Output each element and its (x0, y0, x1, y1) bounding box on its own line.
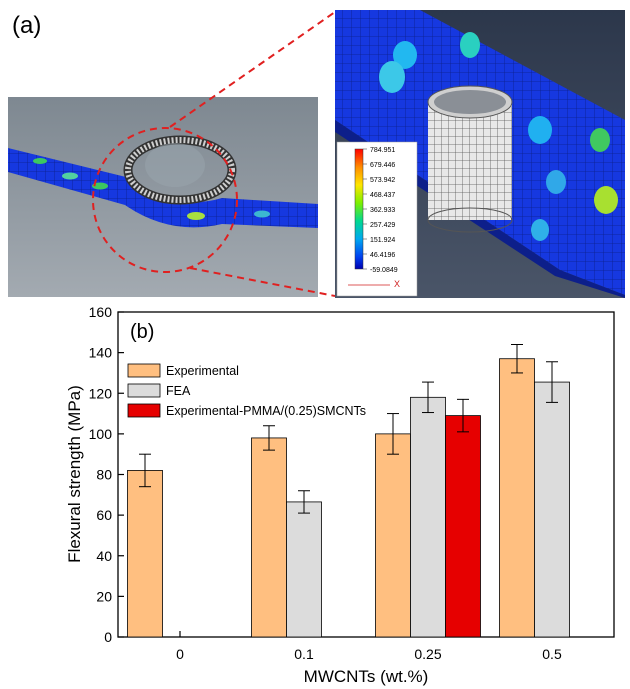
x-tick-label: 0.25 (414, 646, 441, 662)
legend-entry: Experimental (127, 363, 239, 378)
y-tick-label: 20 (96, 588, 112, 604)
colorbar-tick-label: -59.0849 (370, 267, 398, 274)
stress-hole (460, 32, 480, 58)
y-tick-label: 160 (89, 304, 113, 320)
legend-entry: Experimental-PMMA/(0.25)SMCNTs (127, 403, 366, 418)
bar (127, 470, 163, 638)
ring-structure (123, 135, 237, 205)
y-tick-label: 40 (96, 548, 112, 564)
stress-hole (528, 116, 552, 144)
colorbar-tick-label: 573.942 (370, 177, 395, 184)
x-tick-label: 0.1 (294, 646, 314, 662)
x-axis-label: MWCNTs (wt.%) (304, 667, 429, 686)
y-tick-label: 60 (96, 507, 112, 523)
error-bar (387, 413, 399, 455)
bar (499, 358, 535, 638)
legend-entry: FEA (127, 383, 191, 398)
bar (534, 381, 570, 638)
error-bar (457, 398, 469, 433)
legend-swatch (127, 383, 161, 398)
legend-label: Experimental-PMMA/(0.25)SMCNTs (166, 404, 366, 418)
panel-a-label: (a) (12, 12, 42, 39)
zoom-circle (92, 127, 238, 273)
stress-hole (531, 219, 549, 241)
y-tick-label: 80 (96, 467, 112, 483)
y-tick-label: 0 (104, 629, 112, 645)
stress-hole (379, 61, 405, 93)
legend-swatch (127, 363, 161, 378)
zoom-line-top (169, 11, 336, 128)
legend-label: FEA (166, 384, 191, 398)
error-bar (139, 453, 151, 488)
error-bar (511, 344, 523, 374)
colorbar-tick-label: 257.429 (370, 222, 395, 229)
flexural-strength-chart: (b) 0 20 40 60 80 100 120 140 160 0 0.1 0.25 0.5 Ex… (65, 304, 615, 686)
colorbar-axis-x: X (394, 279, 400, 289)
colorbar-tick-label: 468.437 (370, 192, 395, 199)
panel-b-label: (b) (130, 321, 154, 343)
error-bar (422, 381, 434, 414)
colorbar-tick-label: 362.933 (370, 207, 395, 214)
y-axis-label: Flexural strength (MPa) (65, 385, 84, 563)
error-bar (546, 361, 558, 403)
detail-render: 784.951 679.446 573.942 468.437 362.933 257.4… (335, 10, 625, 298)
y-tick-label: 120 (89, 385, 113, 401)
error-bar (263, 425, 275, 451)
bar (410, 396, 446, 638)
stress-hole (590, 128, 610, 152)
stress-hole (393, 41, 417, 69)
colorbar: 784.951 679.446 573.942 468.437 362.933 257.4… (336, 141, 418, 297)
y-tick-label: 100 (89, 426, 113, 442)
bar (375, 433, 411, 638)
colorbar-tick-label: 46.4196 (370, 252, 395, 259)
colorbar-tick-label: 151.924 (370, 237, 395, 244)
legend-label: Experimental (166, 364, 239, 378)
bar (251, 437, 287, 638)
x-tick-label: 0 (176, 646, 184, 662)
bar (445, 415, 481, 638)
overview-render (8, 97, 318, 297)
bar (286, 501, 322, 638)
y-tick-label: 140 (89, 345, 113, 361)
zoom-line-bottom (189, 267, 336, 297)
stress-hole (594, 186, 618, 214)
colorbar-tick-label: 679.446 (370, 162, 395, 169)
cylinder-structure (427, 85, 513, 233)
legend-swatch (127, 403, 161, 418)
error-bar (298, 490, 310, 514)
fea-figure: 784.951 679.446 573.942 468.437 362.933 257.4… (8, 10, 625, 298)
x-tick-label: 0.5 (542, 646, 562, 662)
colorbar-tick-label: 784.951 (370, 147, 395, 154)
stress-hole (546, 170, 566, 194)
